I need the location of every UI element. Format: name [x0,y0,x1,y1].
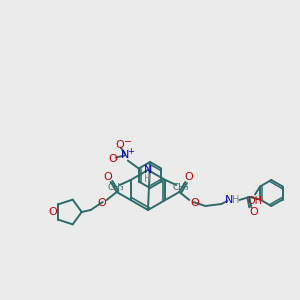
Text: CH₃: CH₃ [107,182,124,191]
Text: O: O [108,154,117,164]
Text: OH: OH [248,196,262,206]
Text: O: O [103,172,112,182]
Text: +: + [127,147,134,156]
Text: N: N [225,195,233,205]
Text: O: O [97,198,106,208]
Text: N: N [144,165,152,175]
Text: H: H [144,174,152,184]
Text: −: − [124,137,132,148]
Text: O: O [49,207,58,217]
Text: O: O [116,140,124,149]
Text: O: O [249,207,258,217]
Text: CH₃: CH₃ [172,182,189,191]
Text: O: O [184,172,193,182]
Text: O: O [190,198,199,208]
Text: N: N [121,151,129,160]
Text: H: H [232,195,239,205]
